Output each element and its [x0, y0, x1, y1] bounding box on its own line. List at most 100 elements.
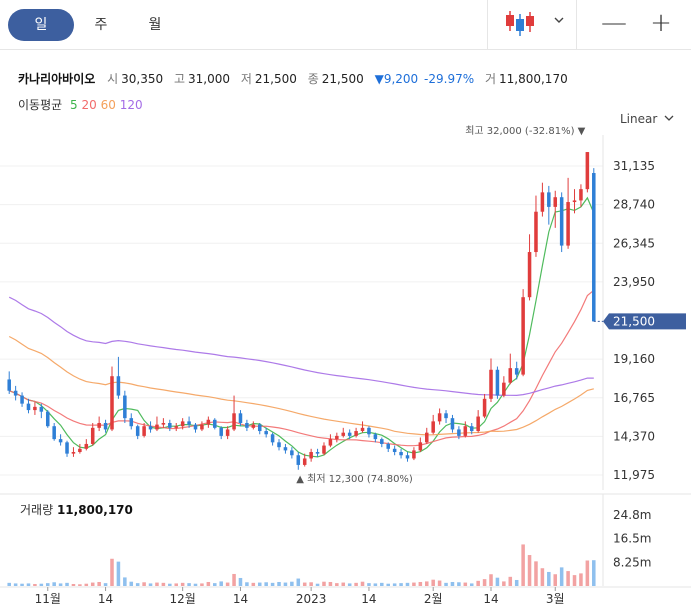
candle-body: [13, 390, 18, 396]
candle-body: [527, 252, 532, 298]
volume-bar: [315, 583, 320, 586]
volume-bar: [264, 582, 268, 586]
volume-bar: [20, 583, 24, 586]
zoom-out-button[interactable]: —: [601, 8, 627, 38]
candle-body: [142, 426, 146, 436]
volume-bar: [392, 583, 397, 586]
candle-body: [65, 442, 69, 454]
volume-bar: [200, 583, 204, 586]
candle-body: [296, 455, 301, 465]
volume-bar: [65, 582, 69, 586]
candle-body: [476, 416, 480, 432]
candle-body: [469, 426, 474, 432]
low-label: 저: [240, 72, 252, 86]
candle-body: [103, 422, 108, 430]
volume-bar: [489, 574, 493, 586]
candle-body: [482, 398, 487, 417]
date-tick-label: 14: [483, 592, 498, 606]
volume-bar: [245, 582, 249, 586]
candle-body: [514, 368, 519, 375]
candle-body: [206, 419, 211, 425]
volume-bar: [174, 583, 179, 586]
candle-body: [219, 427, 223, 436]
candle-body: [180, 421, 185, 427]
ma-5-line: [8, 196, 595, 458]
candle-body: [489, 369, 493, 399]
chevron-down-icon: [664, 115, 674, 121]
tab-monthly[interactable]: 월: [148, 17, 162, 33]
volume-bar: [219, 581, 223, 586]
candle-body: [540, 192, 545, 212]
price-tick-label: 14,370: [613, 429, 655, 443]
volume-bar: [547, 571, 551, 586]
volume-bar: [142, 582, 146, 586]
volume-bar: [110, 558, 114, 586]
chevron-down-icon: [554, 17, 564, 23]
candle-body: [232, 413, 236, 430]
candle-body: [450, 418, 455, 430]
volume-bar: [84, 583, 89, 586]
volume-tick-label: 24.8m: [613, 508, 651, 522]
volume-bar: [354, 582, 358, 586]
chart-type-selector[interactable]: [487, 0, 577, 50]
volume-bar: [386, 583, 390, 586]
candle-body: [559, 197, 564, 246]
candle-body: [309, 452, 313, 459]
volume-bar: [97, 581, 101, 586]
moving-average-legend[interactable]: 이동평균 5 20 60 120: [18, 97, 143, 113]
high-annotation: 최고 32,000 (-32.81%) ▼: [465, 125, 585, 137]
volume-bar: [180, 582, 185, 586]
candle-body: [386, 443, 390, 449]
candle-body: [110, 376, 114, 430]
candle-body: [174, 426, 179, 428]
volume-bar: [514, 579, 519, 586]
date-tick-label: 14: [98, 592, 113, 606]
annotations: 최고 32,000 (-32.81%) ▼ ▲ 최저 12,300 (74.80%…: [296, 125, 686, 485]
volume-bar: [251, 582, 256, 586]
volume-bar: [238, 577, 243, 586]
volume-title: 거래량: [20, 503, 54, 517]
volume-bar: [290, 581, 294, 586]
candle-body: [547, 192, 551, 207]
volume-value: 11,800,170: [499, 72, 568, 86]
candle-body: [187, 421, 191, 425]
price-tick-label: 11,975: [613, 468, 655, 482]
zoom-in-button[interactable]: +: [650, 8, 672, 38]
candle-body: [354, 431, 358, 436]
candle-body: [277, 442, 281, 448]
candle-body: [579, 189, 583, 201]
candle-body: [424, 432, 429, 443]
volume-bar: [148, 583, 153, 586]
scale-selector[interactable]: Linear: [620, 111, 674, 126]
volume-bar: [90, 582, 95, 586]
volume-bar: [553, 574, 558, 586]
candle-body: [129, 418, 134, 427]
volume-bar: [347, 583, 352, 586]
volume-bar: [405, 582, 410, 586]
volume-bar: [572, 575, 577, 586]
volume-bar: [450, 581, 455, 586]
tab-daily[interactable]: 일: [8, 9, 74, 41]
volume-bar: [103, 583, 108, 586]
price-tick-label: 31,135: [613, 159, 655, 173]
candle-body: [592, 173, 596, 322]
ma-60-label: 60: [100, 98, 116, 112]
candle-body: [463, 426, 468, 436]
volume-bar: [508, 576, 513, 586]
current-price-badge: [603, 313, 686, 330]
volume-bar: [206, 581, 211, 586]
tab-weekly[interactable]: 주: [94, 17, 108, 33]
candle-body: [437, 413, 442, 422]
volume-total: 11,800,170: [56, 503, 133, 517]
volume-bar: [341, 582, 346, 586]
volume-bar: [225, 582, 230, 586]
volume-bar: [502, 581, 506, 586]
candle-body: [431, 421, 435, 433]
candle-body: [52, 426, 56, 440]
volume-bar: [579, 573, 583, 586]
period-toolbar: 일 주 월 — +: [0, 0, 691, 50]
price-tick-label: 26,345: [613, 236, 655, 250]
candle-body: [84, 443, 89, 449]
date-tick-label: 3월: [546, 592, 565, 606]
